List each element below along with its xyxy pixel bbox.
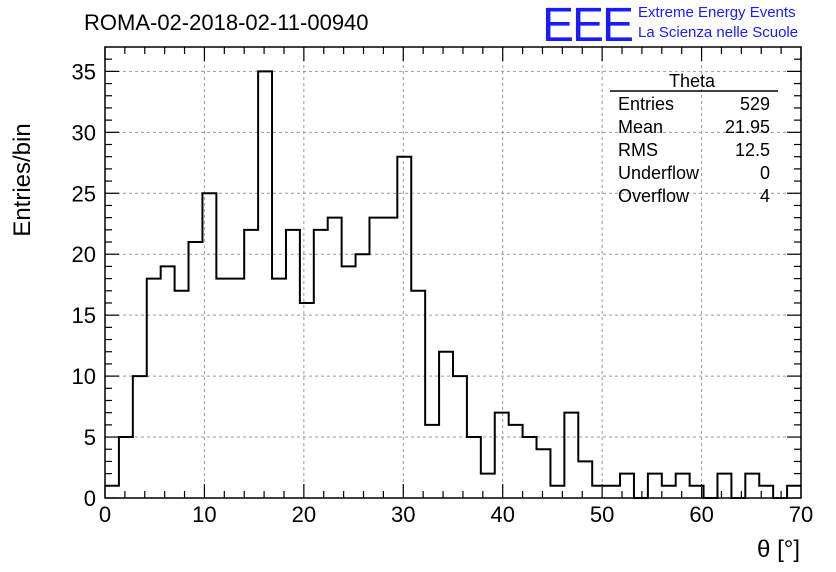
histogram-bin-33 [564,413,578,498]
stats-value-mean: 21.95 [725,117,770,137]
histogram-bin-4 [161,266,175,498]
histogram-bin-47 [759,486,773,498]
histogram-bin-39 [648,474,662,498]
stats-value-underflow: 0 [760,163,770,183]
y-tick-label-20: 20 [72,242,96,267]
logo-caption-line1: Extreme Energy Events [638,4,796,21]
histogram-bin-40 [662,486,676,498]
histogram-bin-0 [105,486,119,498]
y-tick-label-25: 25 [72,181,96,206]
x-tick-label-50: 50 [590,502,614,527]
histogram-bin-21 [397,157,411,498]
histogram-bin-32 [550,486,564,498]
histogram-bin-14 [300,303,314,498]
histogram-bin-17 [342,266,356,498]
histogram-bin-26 [467,437,481,498]
histogram-bin-20 [383,218,397,498]
histogram-bin-35 [592,486,606,498]
histogram-bin-27 [481,474,495,498]
histogram-bin-9 [230,279,244,498]
histogram-outline [105,70,801,499]
histogram-bin-6 [189,242,203,498]
x-tick-label-70: 70 [789,502,813,527]
histogram-bin-49 [787,486,801,498]
plot-frame [104,46,802,499]
stats-value-overflow: 4 [760,186,770,206]
stats-box-name: Theta [669,71,716,91]
x-tick-label-40: 40 [490,502,514,527]
histogram-bin-25 [453,376,467,498]
histogram-bin-5 [175,291,189,498]
stats-label-overflow: Overflow [618,186,690,206]
histogram-bin-11 [258,71,272,498]
histogram-bin-42 [690,486,704,498]
y-tick-label-0: 0 [84,486,96,511]
histogram-bin-3 [147,279,161,498]
histogram-bin-7 [202,193,216,498]
y-tick-label-30: 30 [72,120,96,145]
histogram-bins [105,71,801,498]
y-tick-label-35: 35 [72,59,96,84]
stats-box: Theta Entries 529 Mean 21.95 RMS 12.5 Un… [610,71,778,206]
y-tick-label-15: 15 [72,303,96,328]
axis-ticks [104,47,802,499]
histogram-bin-19 [369,218,383,498]
histogram-bin-29 [509,425,523,498]
histogram-bin-44 [717,474,731,498]
histogram-bin-36 [606,486,620,498]
grid-lines [105,47,801,498]
x-tick-label-30: 30 [391,502,415,527]
chart-title: ROMA-02-2018-02-11-00940 [84,10,369,35]
stats-label-rms: RMS [618,140,658,160]
x-tick-label-0: 0 [99,502,111,527]
stats-value-rms: 12.5 [735,140,770,160]
histogram-bin-34 [578,461,592,498]
histogram-bin-12 [272,279,286,498]
stats-label-underflow: Underflow [618,163,700,183]
histogram-bin-37 [620,474,634,498]
x-tick-label-60: 60 [689,502,713,527]
histogram-bin-22 [411,291,425,498]
x-tick-label-10: 10 [192,502,216,527]
histogram-bin-18 [356,254,370,498]
histogram-bin-1 [119,437,133,498]
histogram-bin-8 [216,279,230,498]
x-tick-labels: 0 10 20 30 40 50 60 70 [99,502,813,527]
y-tick-label-10: 10 [72,364,96,389]
stats-label-entries: Entries [618,94,674,114]
histogram-bin-23 [425,425,439,498]
histogram-bin-15 [314,230,328,498]
histogram-bin-13 [286,230,300,498]
x-tick-label-20: 20 [292,502,316,527]
histogram-bin-24 [439,352,453,498]
histogram-bin-28 [495,413,509,498]
stats-label-mean: Mean [618,117,663,137]
histogram-bin-46 [745,474,759,498]
y-axis-title: Entries/bin [9,123,36,236]
x-axis-title: θ [°] [757,536,800,563]
histogram-bin-10 [244,230,258,498]
y-tick-label-5: 5 [84,425,96,450]
histogram-bin-31 [537,449,551,498]
histogram-bin-41 [676,474,690,498]
logo-caption-line2: La Scienza nelle Scuole [638,24,799,41]
histogram-bin-30 [523,437,537,498]
eee-logo: EEE [542,0,634,52]
y-tick-labels: 0 5 10 15 20 25 30 35 [72,59,96,511]
stats-value-entries: 529 [740,94,770,114]
histogram-bin-16 [328,218,342,498]
histogram-bin-2 [133,376,147,498]
